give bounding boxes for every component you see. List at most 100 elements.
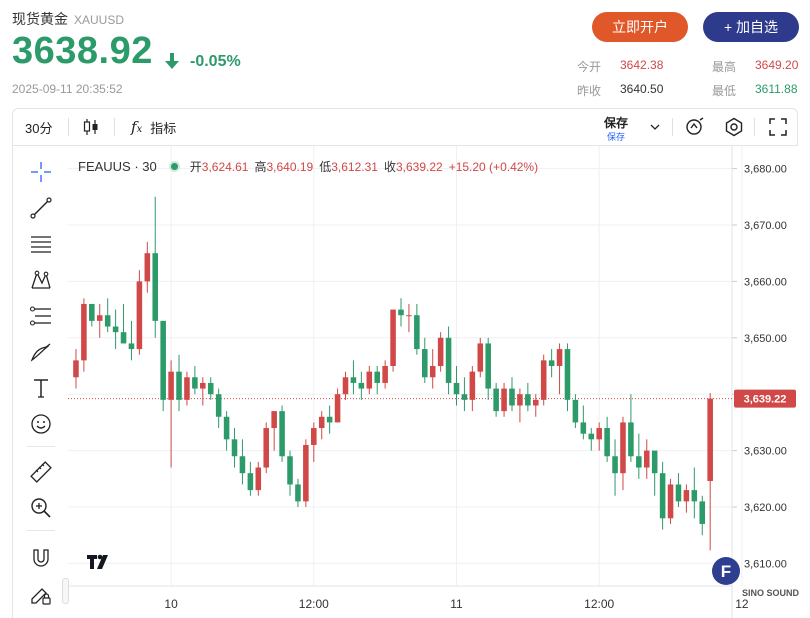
emoji-tool[interactable] (27, 410, 55, 438)
settings-button[interactable] (724, 109, 744, 145)
candle-body (334, 394, 341, 423)
ruler-tool[interactable] (27, 458, 55, 486)
magnet-icon (33, 549, 49, 567)
candle-body (540, 360, 547, 400)
pattern-tool[interactable] (27, 266, 55, 294)
lock-pencil-icon (31, 588, 51, 605)
open-value: 3642.38 (620, 58, 664, 72)
candle-body (81, 303, 87, 361)
add-watchlist-button[interactable]: + 加自选 (703, 12, 799, 42)
indicators-label: 指标 (150, 120, 177, 136)
candle-body (564, 349, 571, 400)
legend-change-value: +15.20 (+0.42%) (448, 159, 539, 174)
toolbar-collapse-handle[interactable] (62, 578, 69, 604)
candle-body (517, 394, 523, 406)
toolbar-divider (68, 118, 69, 136)
indicators-button[interactable]: fx 指标 (131, 109, 176, 145)
candle-body (477, 343, 484, 372)
candle-body (104, 315, 111, 327)
y-tick-label: 3,680.00 (744, 164, 787, 176)
low-label: 最低 (712, 84, 737, 98)
candle-body (112, 326, 119, 333)
toolbar-divider (27, 446, 55, 447)
legend-high-label: 高 (254, 160, 267, 174)
interval-selector[interactable]: 30分 (25, 109, 52, 145)
trendline-icon (30, 197, 52, 219)
candle-body (382, 366, 388, 383)
chart-canvas[interactable]: 3,610.003,620.003,630.003,640.003,650.00… (68, 146, 798, 618)
candle-body (429, 366, 436, 378)
y-tick-label: 3,660.00 (744, 276, 787, 288)
candle-body (437, 337, 444, 366)
low-value: 3611.88 (755, 82, 798, 96)
y-tick-label: 3,670.00 (744, 220, 787, 232)
watermark-text: SINO SOUND (742, 588, 800, 598)
fx-icon: fx (131, 118, 143, 136)
visibility-dot-icon[interactable] (168, 161, 180, 172)
save-label: 保存 (603, 116, 628, 130)
x-tick-label: 11 (450, 597, 463, 611)
candle-body (667, 484, 674, 519)
zoom-in-tool[interactable] (27, 494, 55, 522)
price-change: -0.05% (190, 53, 241, 70)
quote-timestamp: 2025-09-11 20:35:52 (12, 82, 123, 96)
candle-body (604, 428, 610, 457)
candle-body (422, 349, 428, 378)
candle-body (207, 382, 214, 395)
candle-body (255, 467, 262, 491)
last-price-label: 3,639.22 (744, 394, 787, 406)
candle-body (406, 315, 412, 317)
candle-body (612, 456, 618, 474)
toolbar-divider (672, 118, 673, 136)
candle-body (509, 388, 515, 406)
x-tick-label: 12:00 (584, 597, 614, 611)
save-menu-toggle[interactable] (650, 109, 660, 145)
interval-label: 30分 (25, 120, 53, 136)
candle-body (326, 416, 333, 423)
save-button[interactable]: 保存 保存 (600, 114, 632, 143)
y-tick-label: 3,650.00 (744, 333, 787, 345)
y-tick-label: 3,610.00 (744, 558, 787, 570)
legend-series-name: FEAUUS · 30 (78, 159, 157, 174)
brush-tool[interactable] (27, 338, 55, 366)
candles-icon (83, 119, 98, 135)
candle-body (485, 343, 491, 389)
candle-body (636, 456, 642, 468)
candle-body (144, 253, 151, 282)
legend-open-label: 开 (189, 160, 202, 174)
ruler-icon (30, 461, 52, 483)
horizontal-lines-icon (31, 236, 51, 253)
magnet-tool[interactable] (27, 544, 55, 572)
candle-body (247, 473, 254, 491)
text-tool[interactable] (27, 374, 55, 402)
candle-body (683, 490, 690, 502)
candle-body (525, 394, 531, 406)
alert-icon (686, 117, 704, 135)
legend-close-label: 收 (383, 160, 396, 174)
settings-icon (725, 117, 743, 137)
chart-type-button[interactable] (83, 109, 99, 145)
fib-tool[interactable] (27, 302, 55, 330)
horizontal-lines-tool[interactable] (27, 230, 55, 258)
alert-button[interactable] (685, 109, 705, 145)
fullscreen-button[interactable] (769, 109, 787, 145)
y-tick-label: 3,630.00 (744, 446, 787, 458)
toolbar-divider (754, 118, 755, 136)
candle-body (73, 360, 79, 378)
candle-body (96, 315, 103, 321)
lock-drawings-tool[interactable] (27, 580, 55, 608)
price-chart[interactable]: 3,610.003,620.003,630.003,640.003,650.00… (68, 146, 798, 618)
crosshair-tool[interactable] (27, 158, 55, 186)
candle-body (239, 456, 246, 474)
open-account-button[interactable]: 立即开户 (592, 12, 688, 42)
candle-body (493, 388, 499, 412)
candle-body (350, 377, 357, 383)
candle-body (160, 320, 166, 400)
candle-body (223, 416, 230, 440)
trendline-tool[interactable] (27, 194, 55, 222)
candle-body (200, 382, 206, 389)
candle-body (136, 281, 143, 350)
candle-body (659, 473, 666, 519)
candle-body (628, 422, 634, 457)
candle-body (461, 394, 468, 400)
